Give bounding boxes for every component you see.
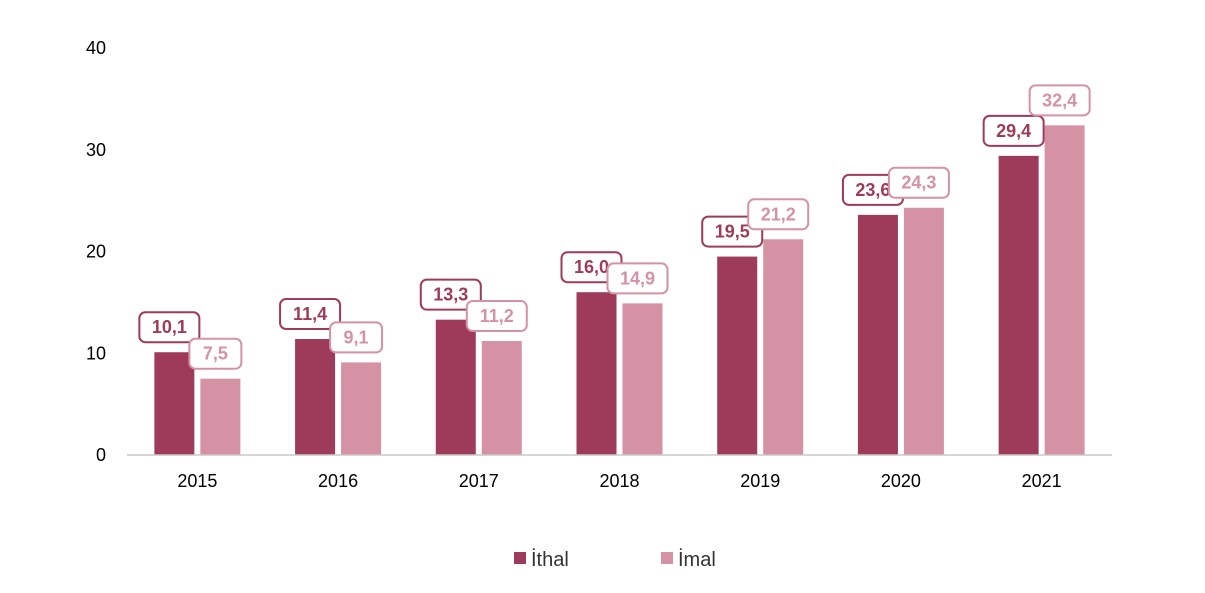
legend-item-imal: İmal <box>661 548 716 571</box>
bar-imal-2018 <box>622 303 663 455</box>
data-label-box <box>279 298 342 331</box>
data-label-text: 24,3 <box>901 173 936 193</box>
data-label-imal-2016: 9,1 <box>329 321 384 354</box>
data-label-box <box>188 337 243 370</box>
data-label-imal-2018: 14,9 <box>606 262 669 295</box>
bar-ithal-2020 <box>857 214 898 455</box>
data-label-box <box>887 166 950 199</box>
data-label-box <box>747 198 810 231</box>
data-label-box <box>419 278 482 311</box>
bar-ithal-2017 <box>435 319 476 455</box>
bars <box>154 125 1085 456</box>
data-label-ithal-2015: 10,1 <box>138 311 201 344</box>
data-label-text: 21,2 <box>761 204 796 224</box>
data-label-text: 11,4 <box>293 304 327 324</box>
y-tick-label: 20 <box>86 242 106 262</box>
bar-imal-2019 <box>763 239 804 455</box>
data-label-box <box>329 321 384 354</box>
data-label-box <box>982 114 1045 147</box>
x-tick-label: 2016 <box>318 471 358 491</box>
data-label-text: 19,5 <box>715 222 750 242</box>
y-tick-label: 30 <box>86 140 106 160</box>
legend-item-ithal: İthal <box>514 548 569 571</box>
bar-imal-2015 <box>200 378 241 455</box>
data-label-box <box>465 300 528 333</box>
data-label-ithal-2021: 29,4 <box>982 114 1045 147</box>
x-tick-label: 2021 <box>1022 471 1062 491</box>
bar-imal-2017 <box>481 341 522 455</box>
bar-imal-2021 <box>1044 125 1085 455</box>
data-label-ithal-2017: 13,3 <box>419 278 482 311</box>
legend-swatch <box>661 552 673 564</box>
bar-ithal-2019 <box>717 256 758 455</box>
data-label-ithal-2016: 11,4 <box>279 298 342 331</box>
y-tick-label: 40 <box>86 38 106 58</box>
data-label-text: 16,0 <box>574 257 609 277</box>
data-label-imal-2019: 21,2 <box>747 198 810 231</box>
data-label-imal-2015: 7,5 <box>188 337 243 370</box>
data-label-box <box>1028 84 1091 117</box>
data-label-box <box>701 215 764 248</box>
bar-ithal-2018 <box>576 292 617 455</box>
data-label-text: 10,1 <box>152 317 187 337</box>
data-label-text: 32,4 <box>1042 90 1077 110</box>
x-tick-label: 2015 <box>177 471 217 491</box>
data-label-text: 7,5 <box>203 344 228 364</box>
y-axis-ticks: 0 10 20 30 40 <box>86 38 106 465</box>
x-tick-label: 2017 <box>459 471 499 491</box>
data-label-imal-2017: 11,2 <box>465 300 528 333</box>
y-tick-label: 0 <box>96 445 106 465</box>
legend-label: İthal <box>531 548 569 571</box>
x-tick-label: 2019 <box>740 471 780 491</box>
data-label-text: 29,4 <box>996 121 1031 141</box>
bar-imal-2020 <box>903 207 944 455</box>
data-label-text: 9,1 <box>344 327 369 347</box>
data-label-text: 14,9 <box>620 268 655 288</box>
x-axis-ticks: 2015 2016 2017 2018 2019 2020 2021 <box>177 471 1061 491</box>
data-labels: 10,1 7,5 11,4 9,1 13,3 11,2 16,0 14,9 19,5 21,2 23… <box>138 84 1091 370</box>
x-tick-label: 2018 <box>599 471 639 491</box>
bar-ithal-2015 <box>154 352 195 455</box>
legend-label: İmal <box>678 548 716 571</box>
data-label-box <box>606 262 669 295</box>
data-label-imal-2021: 32,4 <box>1028 84 1091 117</box>
legend-swatch <box>514 552 526 564</box>
y-tick-label: 10 <box>86 343 106 363</box>
data-label-text: 11,2 <box>480 306 514 326</box>
data-label-imal-2020: 24,3 <box>887 166 950 199</box>
data-label-text: 13,3 <box>433 285 468 305</box>
bar-ithal-2016 <box>295 339 336 455</box>
data-label-text: 23,6 <box>855 180 890 200</box>
x-tick-label: 2020 <box>881 471 921 491</box>
data-label-box <box>138 311 201 344</box>
data-label-ithal-2019: 19,5 <box>701 215 764 248</box>
bar-ithal-2021 <box>998 155 1039 456</box>
legend: İthal İmal <box>514 548 716 571</box>
bar-imal-2016 <box>341 362 382 455</box>
